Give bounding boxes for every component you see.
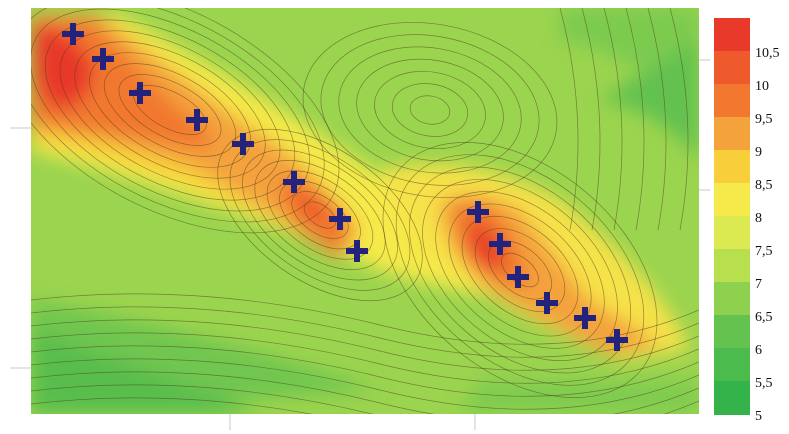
contour-line: [254, 160, 386, 270]
cross-marker-icon: [489, 233, 511, 255]
contour-line: [559, 8, 579, 231]
contour-line: [669, 8, 689, 231]
contour-line: [461, 215, 579, 325]
contour-line: [320, 34, 540, 186]
axis-frame: [10, 59, 710, 430]
cross-marker-icon: [232, 133, 254, 155]
colorbar-swatch: [714, 381, 750, 415]
cross-marker-icon: [606, 329, 628, 351]
contour-line: [31, 384, 699, 414]
contour-line: [118, 74, 222, 146]
contour-line: [31, 345, 699, 397]
contour-line: [303, 201, 337, 229]
contour-line: [338, 46, 522, 174]
contour-line: [291, 191, 349, 239]
colorbar-swatch: [714, 150, 750, 184]
colorbar-swatch: [714, 183, 750, 217]
colorbar-tick-label: 8,5: [755, 178, 773, 193]
colorbar-swatch: [714, 315, 750, 349]
colorbar-swatch: [714, 216, 750, 250]
cross-marker-icon: [574, 307, 596, 329]
colorbar-tick-label: 10: [755, 79, 769, 94]
colorbar-tick-label: 5,5: [755, 376, 773, 391]
contour-line: [474, 228, 566, 312]
colorbar: [714, 18, 750, 415]
contour-line: [31, 358, 699, 410]
contour-line: [74, 41, 266, 179]
colorbar-swatch: [714, 117, 750, 151]
colorbar-tick-label: 10,5: [755, 46, 780, 61]
contour-line: [409, 166, 631, 374]
cross-marker-icon: [507, 266, 529, 288]
contour-line: [242, 149, 398, 281]
colorbar-tick-label: 6: [755, 343, 762, 358]
cross-marker-icon: [129, 82, 151, 104]
contour-line: [59, 30, 281, 190]
colorbar-tick-label: 5: [755, 409, 762, 424]
contour-line: [422, 178, 618, 362]
colorbar-tick-label: 6,5: [755, 310, 773, 325]
marker-layer: [62, 23, 628, 351]
contour-line: [217, 128, 423, 302]
contour-line: [31, 371, 699, 414]
contour-line: [603, 8, 623, 231]
colorbar-swatch: [714, 282, 750, 316]
contour-line: [435, 191, 605, 349]
contour-line: [374, 70, 486, 150]
contour-line: [266, 170, 374, 260]
colorbar-tick-label: 7,5: [755, 244, 773, 259]
colorbar-swatch: [714, 249, 750, 283]
contour-line: [31, 332, 699, 384]
colorbar-swatch: [714, 348, 750, 382]
colorbar-tick-label: 9: [755, 145, 762, 160]
contour-line: [302, 22, 558, 198]
contour-line: [647, 8, 667, 231]
colorbar-swatch: [714, 18, 750, 52]
contour-line: [31, 306, 699, 358]
contour-line: [31, 397, 699, 414]
contour-line: [391, 83, 469, 137]
colorbar-tick-label: 7: [755, 277, 762, 292]
cross-marker-icon: [329, 208, 351, 230]
contour-line: [44, 19, 296, 201]
contour-line: [625, 8, 645, 231]
cross-marker-icon: [283, 171, 305, 193]
cross-marker-icon: [346, 240, 368, 262]
contour-line: [31, 8, 325, 223]
contour-line: [31, 8, 340, 234]
contour-line: [229, 139, 411, 291]
contour-line: [31, 319, 699, 371]
contour-line: [356, 58, 504, 162]
colorbar-tick-label: 8: [755, 211, 762, 226]
colorbar-swatch: [714, 51, 750, 85]
colorbar-tick-label: 9,5: [755, 112, 773, 127]
cross-marker-icon: [186, 109, 208, 131]
contour-line: [581, 8, 601, 231]
cross-marker-icon: [536, 292, 558, 314]
colorbar-swatch: [714, 84, 750, 118]
cross-marker-icon: [92, 48, 114, 70]
contour-line: [382, 142, 658, 398]
contour-line: [409, 95, 451, 125]
cross-marker-icon: [62, 23, 84, 45]
cross-marker-icon: [467, 201, 489, 223]
contour-line: [89, 52, 251, 168]
